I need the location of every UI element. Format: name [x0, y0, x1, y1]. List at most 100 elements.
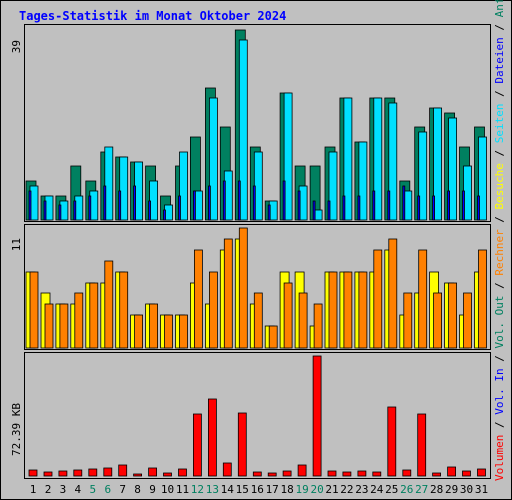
hosts-bar [268, 325, 278, 349]
volume-bar [447, 466, 457, 477]
volume-bar [252, 471, 262, 477]
day-label: 14 [221, 483, 235, 496]
day-label: 8 [134, 483, 141, 496]
files-bar [342, 195, 346, 221]
files-bar [252, 185, 256, 221]
files-bar [357, 195, 361, 221]
hosts-bar [149, 303, 159, 349]
hosts-bar [29, 271, 39, 349]
hosts-bar [179, 314, 188, 349]
day-label: 1 [30, 483, 37, 496]
files-bar [133, 185, 137, 221]
hosts-bar [478, 249, 487, 349]
pages-bar [373, 97, 383, 221]
hosts-bar [119, 271, 129, 349]
day-label: 25 [385, 483, 398, 496]
hosts-bar [208, 271, 218, 349]
volume-bar [342, 471, 352, 477]
day-label: 29 [445, 483, 458, 496]
volume-bar [387, 406, 397, 477]
files-bar [267, 204, 271, 221]
hosts-bar [418, 249, 428, 349]
hosts-bar [403, 292, 413, 349]
legend-besuche: Besuche [493, 163, 506, 209]
y-max-label-volume: 72.39 KB [10, 403, 23, 456]
files-bar [148, 200, 152, 221]
pages-bar [328, 151, 338, 221]
hosts-bar [328, 271, 338, 349]
volume-bar [267, 472, 277, 477]
day-label: 18 [280, 483, 293, 496]
volume-bar [297, 464, 307, 477]
pages-bar [418, 131, 428, 221]
files-bar [43, 200, 47, 221]
pages-bar [388, 102, 398, 221]
pages-bar [104, 146, 114, 221]
day-label: 9 [149, 483, 156, 496]
volume-bar [282, 470, 292, 477]
day-label: 28 [430, 483, 443, 496]
files-bar [432, 195, 436, 221]
volume-bar [58, 470, 68, 477]
volume-bar [372, 471, 382, 477]
pages-bar [179, 151, 188, 221]
pages-bar [119, 156, 129, 221]
volume-bar [118, 464, 128, 477]
pages-bar [149, 180, 159, 221]
legend-rechner: Rechner [493, 229, 506, 276]
files-bar [447, 190, 451, 221]
volume-bar [237, 412, 247, 477]
hosts-bar [253, 292, 263, 349]
chart-title: Tages-Statistik im Monat Oktober 2024 [19, 9, 286, 23]
volume-bar [148, 467, 158, 477]
files-bar [297, 190, 301, 221]
day-label: 19 [295, 483, 308, 496]
volume-bar [207, 398, 217, 477]
day-label: 5 [89, 483, 96, 496]
day-label: 21 [325, 483, 338, 496]
legend-volumen: Volumen [493, 435, 506, 481]
panel-volume [24, 352, 491, 479]
volume-bar [432, 472, 442, 477]
pages-bar [433, 107, 443, 221]
hosts-bar [59, 303, 69, 349]
files-bar [237, 180, 241, 221]
hosts-bar [388, 238, 398, 349]
hosts-bar [283, 282, 293, 349]
legend-anfragen: Anfragen [493, 0, 506, 17]
volume-bar [327, 470, 337, 477]
volume-bar [402, 469, 412, 477]
pages-bar [343, 97, 353, 221]
day-label: 13 [206, 483, 219, 496]
day-label: 11 [176, 483, 189, 496]
volume-bar [103, 467, 113, 477]
files-bar [192, 190, 196, 221]
hosts-bar [89, 282, 99, 349]
day-label: 27 [415, 483, 428, 496]
day-label: 7 [119, 483, 126, 496]
right-legend: Volumen / Vol. In / Vol. Out / Rechner /… [493, 0, 506, 481]
volume-bar [222, 462, 232, 477]
hosts-bar [164, 314, 173, 349]
pages-bar [208, 97, 218, 221]
volume-bar [73, 469, 83, 477]
files-bar [327, 200, 331, 221]
hosts-bar [104, 260, 114, 349]
volume-bar [133, 473, 143, 477]
day-label: 3 [60, 483, 67, 496]
pages-bar [358, 141, 368, 221]
files-bar [222, 180, 226, 221]
hosts-bar [44, 303, 54, 349]
volume-bar [462, 470, 471, 477]
hosts-bar [134, 314, 144, 349]
files-bar [178, 195, 181, 221]
day-label: 4 [74, 483, 81, 496]
files-bar [28, 190, 32, 221]
chart-bars [25, 29, 487, 477]
files-bar [372, 190, 376, 221]
y-max-label-visits: 11 [10, 238, 23, 251]
y-max-label-requests: 39 [10, 40, 23, 53]
files-bar [282, 180, 286, 221]
files-bar [402, 185, 406, 221]
files-bar [118, 190, 122, 221]
